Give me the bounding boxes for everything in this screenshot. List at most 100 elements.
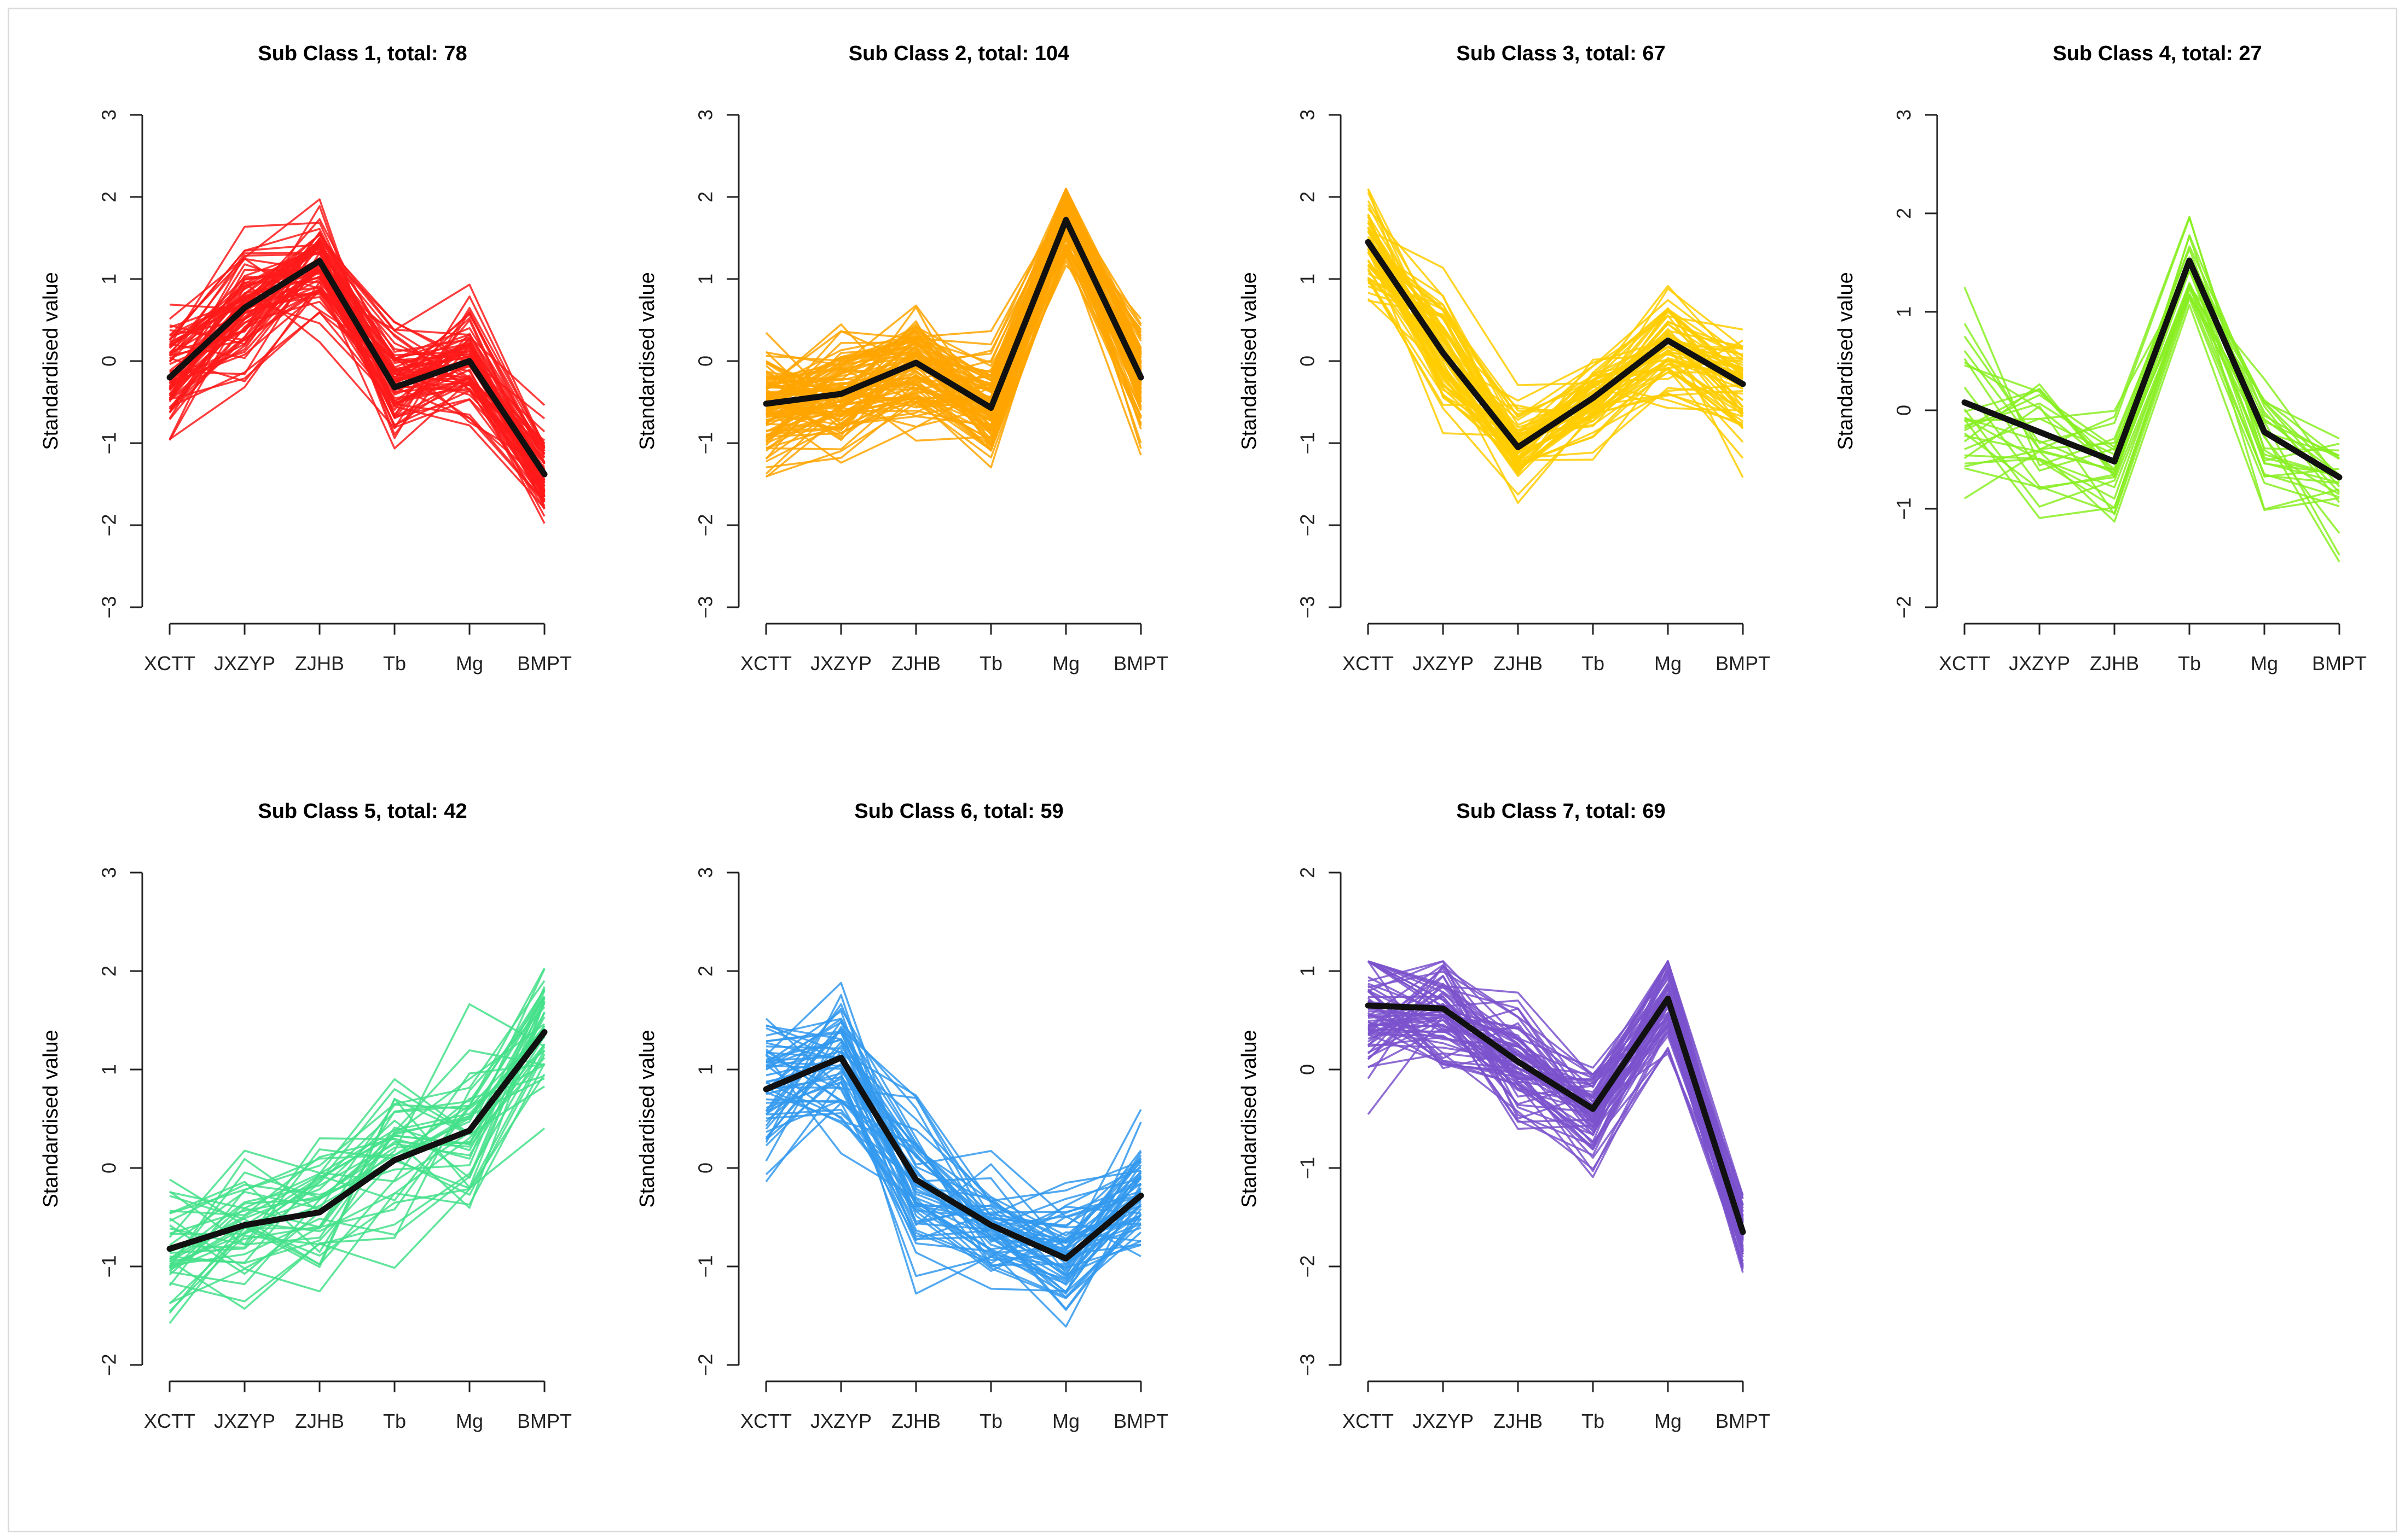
- y-tick-label: −2: [694, 514, 717, 536]
- x-tick-label-tb: Tb: [1581, 652, 1604, 675]
- member-line: [169, 1049, 546, 1303]
- y-tick-label: 0: [98, 1163, 120, 1173]
- member-line: [1367, 966, 1744, 1229]
- chart-title: Sub Class 6, total: 59: [854, 800, 1063, 823]
- member-lines: [1367, 188, 1744, 504]
- member-line: [1367, 281, 1743, 426]
- y-tick-label: −1: [694, 1255, 717, 1277]
- y-tick-label: 1: [98, 274, 120, 284]
- member-line: [766, 237, 1142, 418]
- member-line: [169, 282, 546, 445]
- x-tick-label-zjhb: ZJHB: [1493, 652, 1543, 675]
- x-tick-label-xctt: XCTT: [740, 652, 792, 675]
- y-tick-label: 3: [98, 109, 120, 120]
- y-tick-label: 0: [1893, 405, 1915, 416]
- member-line: [1367, 1047, 1744, 1254]
- y-tick-label: 1: [1296, 274, 1319, 284]
- y-tick-label: 1: [1893, 306, 1915, 317]
- chart-panel-1: Sub Class 1, total: 78 Standardised value…: [39, 42, 572, 675]
- chart-panel-6: Sub Class 6, total: 59 Standardised value…: [636, 800, 1168, 1432]
- x-tick-label-jxzyp: JXZYP: [810, 652, 872, 675]
- member-line: [169, 1046, 546, 1267]
- chart-title: Sub Class 1, total: 78: [258, 42, 467, 65]
- y-tick-label: −2: [98, 514, 120, 536]
- member-line: [766, 247, 1142, 441]
- x-tick-label-zjhb: ZJHB: [891, 1410, 941, 1432]
- member-line: [1367, 272, 1744, 418]
- member-line: [1964, 269, 2340, 489]
- member-line: [1367, 192, 1743, 435]
- mean-profile-line: [763, 217, 1144, 411]
- chart-panel-2: Sub Class 2, total: 104 Standardised valu…: [636, 42, 1168, 675]
- x-tick-label-zjhb: ZJHB: [2090, 652, 2139, 675]
- member-lines: [1963, 216, 2340, 562]
- y-tick-label: 2: [1893, 208, 1915, 219]
- y-tick-label: 2: [694, 966, 717, 977]
- y-tick-label: −3: [98, 596, 120, 618]
- y-axis-label: Standardised value: [636, 272, 659, 450]
- x-tick-label-xctt: XCTT: [144, 1410, 195, 1432]
- y-tick-label: 3: [1893, 109, 1915, 120]
- member-line: [169, 1011, 546, 1263]
- x-tick-label-mg: Mg: [1052, 1410, 1080, 1432]
- y-axis-label: Standardised value: [1238, 1030, 1261, 1207]
- member-line: [169, 997, 546, 1266]
- chart-panel-4: Sub Class 4, total: 27 Standardised value…: [1834, 42, 2367, 675]
- y-tick-label: 0: [1296, 1064, 1319, 1075]
- mean-profile-line: [1365, 995, 1746, 1235]
- member-line: [766, 1086, 1141, 1244]
- member-line: [169, 980, 546, 1214]
- member-line: [1367, 213, 1743, 464]
- y-tick-label: −2: [1296, 514, 1319, 536]
- x-tick-label-bmpt: BMPT: [517, 1410, 572, 1432]
- member-line: [169, 243, 546, 471]
- member-line: [1367, 975, 1744, 1227]
- x-tick-label-mg: Mg: [1654, 1410, 1682, 1432]
- y-tick-label: 3: [98, 867, 120, 878]
- y-axis-label: Standardised value: [1238, 272, 1261, 450]
- x-tick-label-jxzyp: JXZYP: [810, 1410, 872, 1432]
- member-line: [1964, 304, 2340, 523]
- member-line: [169, 1003, 546, 1286]
- mean-profile-line: [166, 1029, 548, 1252]
- x-tick-label-tb: Tb: [980, 652, 1002, 675]
- member-line: [169, 252, 546, 449]
- chart-panel-5: Sub Class 5, total: 42 Standardised value…: [39, 800, 572, 1432]
- member-line: [169, 258, 546, 510]
- y-tick-label: 0: [1296, 356, 1319, 367]
- x-tick-label-mg: Mg: [456, 1410, 483, 1432]
- x-tick-label-bmpt: BMPT: [1114, 1410, 1168, 1432]
- y-tick-label: −1: [694, 432, 717, 454]
- member-line: [169, 1036, 546, 1264]
- member-line: [1964, 258, 2340, 510]
- x-tick-label-jxzyp: JXZYP: [2009, 652, 2070, 675]
- x-tick-label-bmpt: BMPT: [1716, 652, 1770, 675]
- member-line: [1367, 229, 1744, 386]
- member-lines: [169, 968, 546, 1324]
- x-tick-label-jxzyp: JXZYP: [1412, 652, 1474, 675]
- y-axis-label: Standardised value: [39, 272, 62, 450]
- chart-title: Sub Class 4, total: 27: [2053, 42, 2262, 65]
- member-lines: [1367, 960, 1744, 1273]
- mean-profile-line: [166, 258, 548, 478]
- member-lines: [765, 981, 1142, 1328]
- member-line: [766, 1050, 1142, 1237]
- member-line: [1964, 284, 2340, 478]
- y-tick-label: 3: [1296, 109, 1319, 120]
- y-tick-label: 1: [1296, 966, 1319, 977]
- member-line: [169, 1006, 546, 1310]
- y-tick-label: −1: [98, 432, 120, 454]
- member-line: [1964, 264, 2340, 476]
- member-line: [169, 1027, 546, 1270]
- member-line: [766, 188, 1142, 438]
- member-line: [765, 1020, 1141, 1272]
- y-tick-label: 2: [98, 191, 120, 202]
- member-line: [169, 1036, 546, 1260]
- member-line: [169, 1063, 546, 1304]
- x-tick-label-tb: Tb: [1581, 1410, 1604, 1432]
- y-tick-label: −1: [1296, 1157, 1319, 1179]
- y-tick-label: 3: [694, 867, 717, 878]
- x-tick-label-tb: Tb: [980, 1410, 1002, 1432]
- x-tick-label-zjhb: ZJHB: [295, 1410, 344, 1432]
